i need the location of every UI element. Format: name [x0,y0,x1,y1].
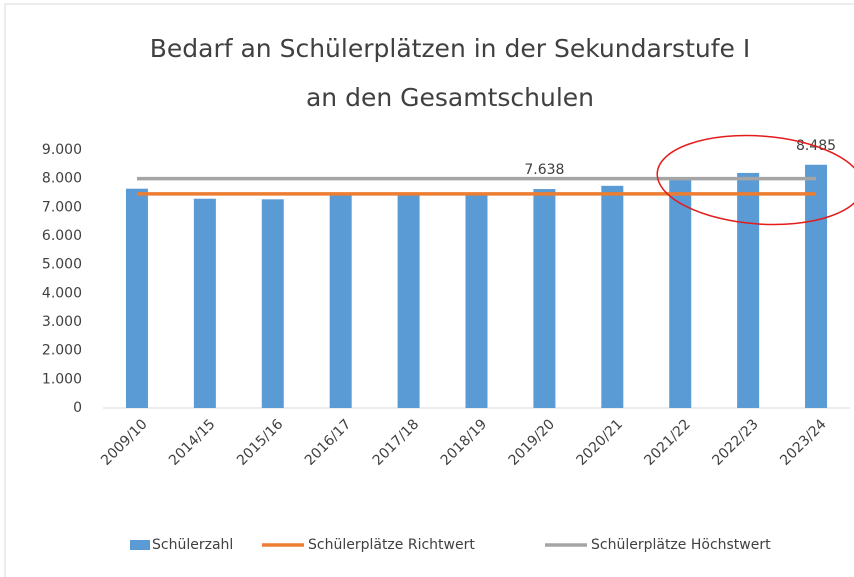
x-tick-label: 2020/21 [574,416,626,468]
bar [669,180,692,408]
highlight-ellipse [656,134,854,226]
bar [329,194,352,408]
plot: 0 1.000 2.000 3.000 4.000 5.000 6.000 7.000 8.00… [42,138,850,553]
x-tick-label: 2019/20 [506,416,558,468]
y-tick-label: 7.000 [42,199,82,215]
y-tick-label: 5.000 [42,257,82,273]
y-tick-label: 4.000 [42,285,82,301]
data-label: 7.638 [524,162,564,178]
legend-label: Schülerzahl [152,537,233,553]
x-tick-label: 2014/15 [166,416,218,468]
legend-swatch [130,540,150,550]
bar [805,164,828,408]
bar [465,194,488,408]
y-tick-label: 1.000 [42,371,82,387]
x-tick-label: 2016/17 [302,416,354,468]
bar [193,198,216,408]
bar [125,188,148,408]
legend-label: Schülerplätze Höchstwert [591,537,771,553]
y-tick-label: 0 [73,400,82,416]
bar [737,172,760,408]
bar [601,185,624,408]
y-tick-label: 3.000 [42,314,82,330]
bar [533,189,556,408]
x-tick-label: 2017/18 [370,416,422,468]
y-tick-label: 8.000 [42,171,82,187]
y-tick-label: 2.000 [42,343,82,359]
bar [397,194,420,408]
y-tick-label: 6.000 [42,228,82,244]
x-tick-label: 2021/22 [641,416,693,468]
x-tick-label: 2015/16 [234,416,287,469]
bar [261,199,284,408]
legend-label: Schülerplätze Richtwert [308,537,475,553]
x-tick-label: 2023/24 [777,416,830,469]
x-tick-label: 2009/10 [98,416,150,468]
chart-frame [4,3,854,577]
x-tick-label: 2018/19 [438,416,490,468]
chart-title: Bedarf an Schülerplätzen in der Sekundar… [150,34,751,63]
x-tick-label: 2022/23 [709,416,761,468]
chart-title: an den Gesamtschulen [306,83,594,112]
y-tick-label: 9.000 [42,142,82,158]
